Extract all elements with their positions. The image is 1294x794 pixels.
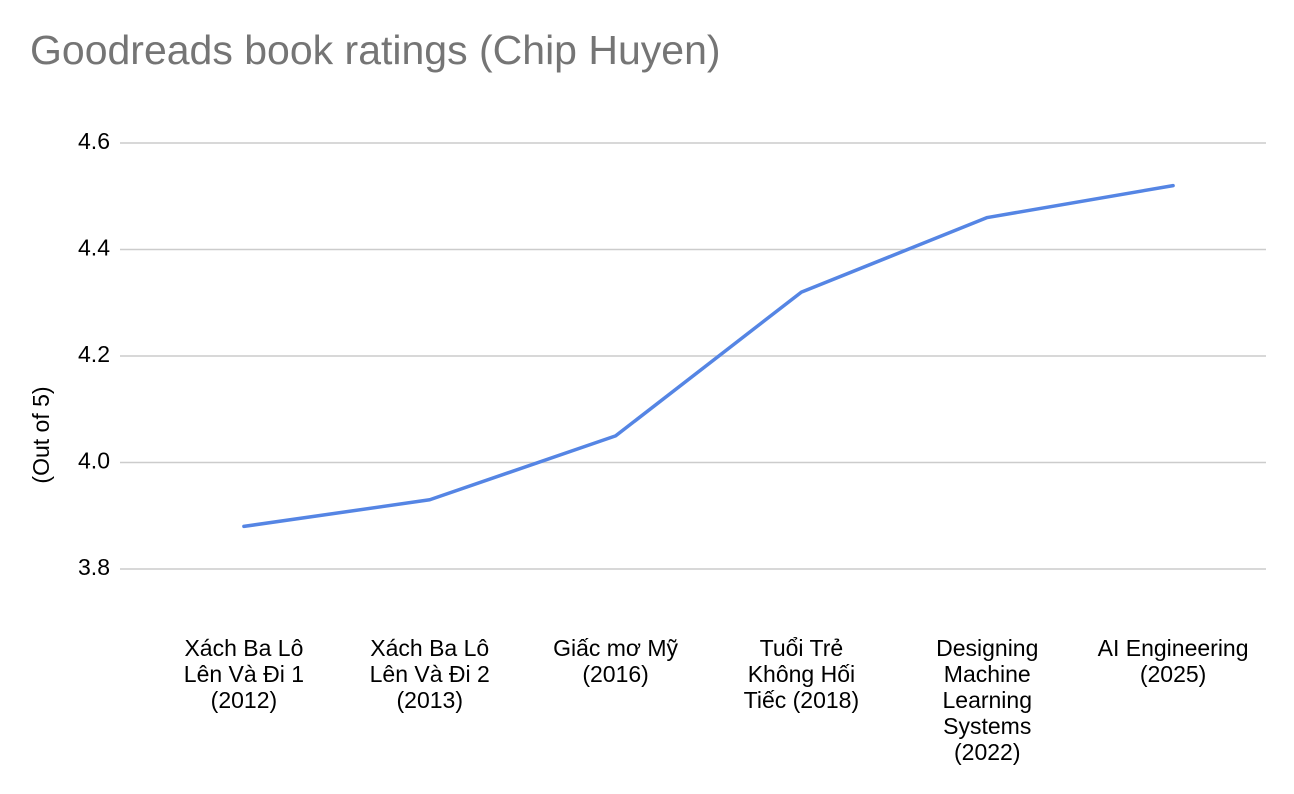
- y-tick-label: 4.2: [78, 341, 110, 367]
- chart-title: Goodreads book ratings (Chip Huyen): [30, 27, 721, 73]
- x-tick-label: Tuổi Trẻ Không Hối Tiếc (2018): [743, 635, 860, 713]
- y-tick-label: 4.6: [78, 128, 110, 154]
- x-tick-label: Xách Ba Lô Lên Và Đi 1 (2012): [183, 635, 304, 713]
- x-tick-label: Xách Ba Lô Lên Và Đi 2 (2013): [369, 635, 490, 713]
- y-tick-label: 4.4: [78, 235, 110, 261]
- x-tick-label: Designing Machine Learning Systems (2022…: [936, 635, 1039, 765]
- y-tick-label: 3.8: [78, 554, 110, 580]
- x-tick-label: Giấc mơ Mỹ (2016): [553, 635, 679, 687]
- x-tick-label: AI Engineering (2025): [1097, 635, 1249, 687]
- y-tick-label: 4.0: [78, 448, 110, 474]
- line-series: [242, 183, 1175, 529]
- y-axis-label: (Out of 5): [28, 386, 54, 483]
